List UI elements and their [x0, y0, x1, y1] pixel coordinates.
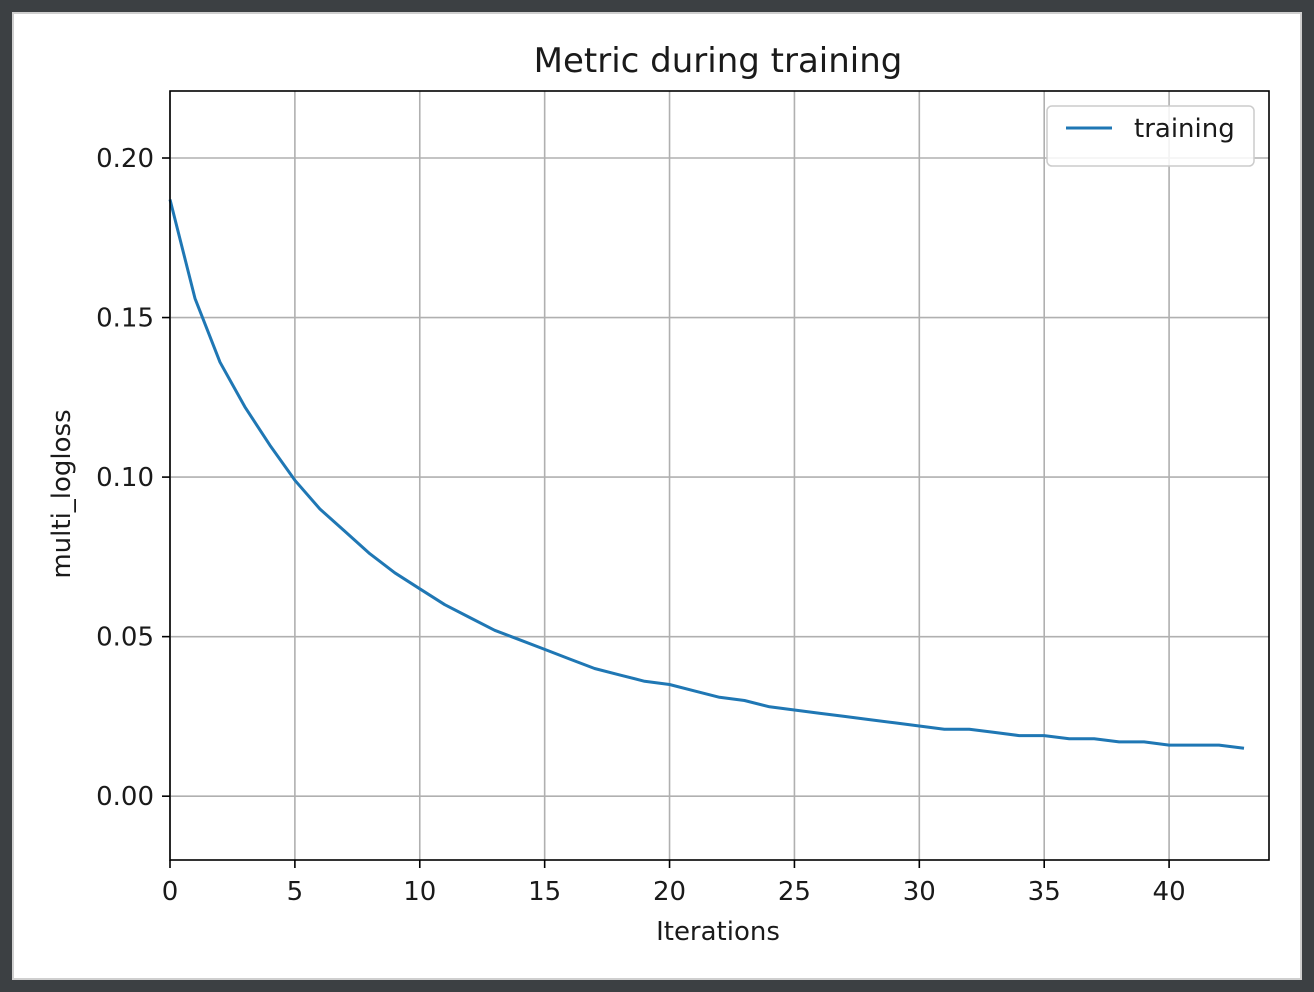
- x-tick-label: 35: [1028, 877, 1061, 907]
- legend: training: [1046, 105, 1255, 167]
- x-tick-label: 25: [778, 877, 811, 907]
- chart-title: Metric during training: [534, 41, 903, 81]
- series-line-training: [168, 199, 1245, 750]
- figure-canvas: 0 5 10 15 20 25 30 35 40 0.00 0.05 0.10 0.15 0.20 Me…: [12, 12, 1302, 980]
- x-tick-label: 0: [162, 877, 179, 907]
- grid-lines: [169, 91, 1269, 860]
- x-tick-label: 20: [653, 877, 686, 907]
- line-chart: 0 5 10 15 20 25 30 35 40 0.00 0.05 0.10 0.15 0.20 Me…: [47, 41, 1270, 947]
- x-tick-label: 15: [528, 877, 561, 907]
- plot-area-border: [169, 90, 1270, 861]
- y-tick-label: 0.00: [96, 782, 154, 812]
- y-axis-ticks: 0.00 0.05 0.10 0.15 0.20: [96, 144, 170, 812]
- legend-label-training: training: [1134, 114, 1235, 144]
- x-axis-label: Iterations: [656, 917, 780, 947]
- y-tick-label: 0.20: [96, 144, 154, 174]
- x-tick-label: 5: [287, 877, 304, 907]
- y-tick-label: 0.10: [96, 463, 154, 493]
- x-axis-ticks: 0 5 10 15 20 25 30 35 40: [162, 860, 1186, 907]
- y-tick-label: 0.15: [96, 304, 154, 334]
- y-axis-label: multi_logloss: [47, 409, 77, 578]
- x-tick-label: 10: [403, 877, 436, 907]
- legend-box: [1046, 105, 1255, 167]
- x-tick-label: 40: [1153, 877, 1186, 907]
- y-tick-label: 0.05: [96, 623, 154, 653]
- x-tick-label: 30: [903, 877, 936, 907]
